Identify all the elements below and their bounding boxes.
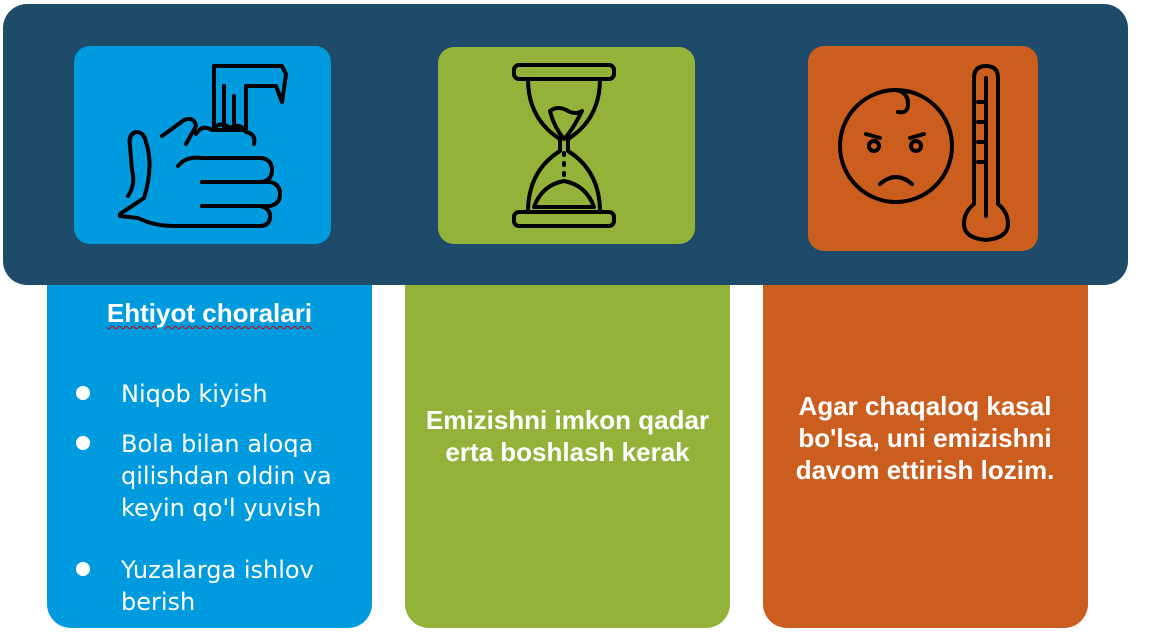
bullet-icon <box>76 386 90 400</box>
list-item-text: Yuzalarga ishlov berish <box>121 556 314 616</box>
thermometer-icon <box>962 64 1010 242</box>
bullet-icon <box>76 562 90 576</box>
sick-baby-icon <box>838 88 954 204</box>
sick-baby-text: Agar chaqaloq kasal bo'lsa, uni emizishn… <box>795 391 1055 485</box>
hourglass-icon <box>512 63 616 228</box>
precautions-list: Niqob kiyish Bola bilan aloqa qilishdan … <box>70 378 355 636</box>
list-item: Niqob kiyish <box>70 378 355 410</box>
hand-washing-tile <box>74 46 331 244</box>
precautions-card <box>47 262 372 628</box>
list-item-text: Niqob kiyish <box>121 380 268 408</box>
bullet-icon <box>76 436 90 450</box>
breastfeeding-early-text: Emizishni imkon qadar erta boshlash kera… <box>425 405 710 467</box>
list-item-text: Bola bilan aloqa qilishdan oldin va keyi… <box>121 430 332 522</box>
hand-washing-icon <box>118 64 288 228</box>
sick-baby-card <box>763 262 1088 628</box>
hourglass-tile <box>438 47 695 244</box>
list-item: Yuzalarga ishlov berish <box>70 554 355 618</box>
precautions-title: Ehtiyot choralari <box>106 298 313 328</box>
sick-baby-tile <box>808 46 1038 251</box>
list-item: Bola bilan aloqa qilishdan oldin va keyi… <box>70 428 355 524</box>
breastfeeding-early-card <box>405 262 730 628</box>
